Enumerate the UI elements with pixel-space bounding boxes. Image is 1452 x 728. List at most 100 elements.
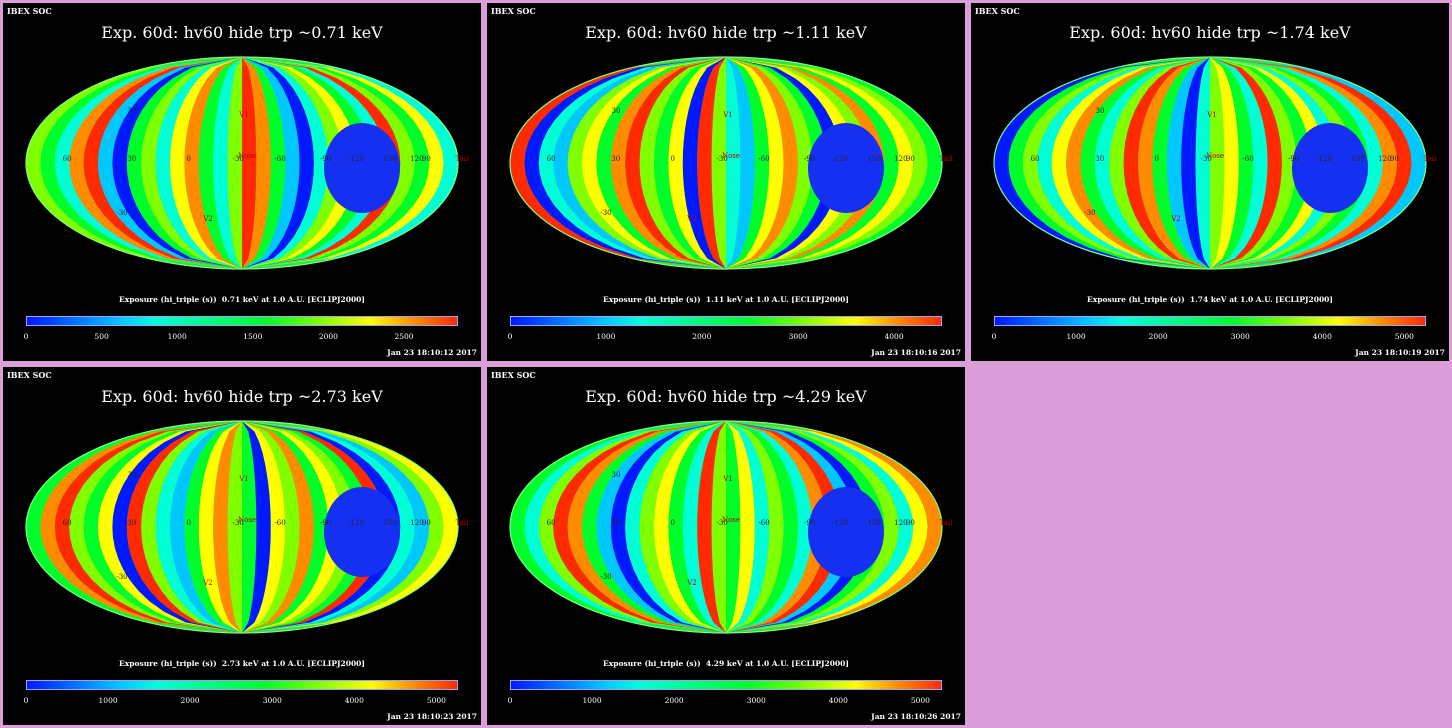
sky-map-panel-3: IBEX SOC Exp. 60d: hv60 hide trp ~1.74 k… [971,3,1449,361]
map-outline [509,56,943,270]
exposure-stripe [1166,57,1210,269]
longitude-label: 0 [187,155,191,163]
exposure-stripe [711,421,726,633]
latitude-label: 30 [128,471,137,479]
panel-title: Exp. 60d: hv60 hide trp ~4.29 keV [585,387,867,406]
exposure-stripe [242,421,314,633]
timestamp: Jan 23 18:10:12 2017 [387,348,477,357]
tail-marker-label: Tail [456,155,470,163]
v2-marker-label: V2 [1170,215,1181,223]
map-outline [25,420,459,634]
colorbar-tick-label: 4000 [884,332,904,341]
colorbar-tick-label: 1000 [167,332,187,341]
longitude-label: -120 [832,155,848,163]
timestamp: Jan 23 18:10:19 2017 [1355,348,1445,357]
longitude-label: -30 [717,519,728,527]
exposure-stripe [242,421,329,633]
map-outline [993,56,1427,270]
sky-map-panel-1: IBEX SOC Exp. 60d: hv60 hide trp ~0.71 k… [3,3,481,361]
exposure-stripe [242,421,257,633]
colorbar-tick-label: 4000 [344,696,364,705]
nose-marker-label: Nose [1206,152,1224,160]
colorbar-tick-label: 2000 [318,332,338,341]
exposure-stripe [198,421,242,633]
panel-title: Exp. 60d: hv60 hide trp ~1.74 keV [1069,23,1351,42]
exposure-stripe [726,421,741,633]
colorbar-tick-label: 5000 [1394,332,1414,341]
exposure-stripe [242,421,286,633]
sky-map-panel-4: IBEX SOC Exp. 60d: hv60 hide trp ~2.73 k… [3,367,481,725]
exposure-stripe [726,57,813,269]
panel-title: Exp. 60d: hv60 hide trp ~2.73 keV [101,387,383,406]
tail-marker-label: Tail [456,519,470,527]
colorbar-caption: Exposure (hi_triple (s)) 2.73 keV at 1.0… [119,659,365,668]
exposure-stripe [1210,57,1254,269]
longitude-label: 150 [384,155,397,163]
colorbar-tick-label: 1500 [243,332,263,341]
colorbar [26,316,458,326]
exposure-stripe [726,57,827,269]
timestamp: Jan 23 18:10:23 2017 [387,712,477,721]
v2-marker-label: V2 [686,579,697,587]
exposure-stripe [242,57,286,269]
longitude-label: 60 [63,519,72,527]
panel-title: Exp. 60d: hv60 hide trp ~1.11 keV [585,23,867,42]
longitude-label: 0 [187,519,191,527]
longitude-label: -60 [1242,155,1253,163]
exposure-stripe [726,421,770,633]
longitude-label: 120 [894,519,907,527]
colorbar [510,680,942,690]
exposure-stripe [726,421,755,633]
longitude-label: 120 [894,155,907,163]
exposure-stripe [726,421,784,633]
timestamp: Jan 23 18:10:16 2017 [871,348,961,357]
exposure-stripe [184,421,242,633]
exposure-stripe [1152,57,1210,269]
colorbar [994,316,1426,326]
longitude-label: -90 [320,155,331,163]
longitude-label: 30 [127,519,136,527]
colorbar-tick-label: 500 [94,332,109,341]
nose-marker-label: Nose [722,152,740,160]
longitude-label: 0 [671,519,675,527]
longitude-label: 120 [410,519,423,527]
longitude-label: 0 [671,155,675,163]
exposure-stripe [227,421,242,633]
exposure-stripe [726,57,784,269]
exposure-stripe [1195,57,1210,269]
exposure-stripe [726,57,741,269]
exposure-stripe [639,57,726,269]
longitude-label: -90 [1288,155,1299,163]
v1-marker-label: V1 [238,475,249,483]
colorbar-tick-label: 1000 [596,332,616,341]
latitude-label: 30 [612,471,621,479]
exposure-stripe [242,57,257,269]
low-exposure-region [808,487,884,577]
exposure-stripe [1210,57,1268,269]
latitude-label: 30 [128,107,137,115]
exposure-stripe [625,57,726,269]
colorbar-caption: Exposure (hi_triple (s)) 0.71 keV at 1.0… [119,295,365,304]
longitude-label: -30 [1201,155,1212,163]
tail-marker-label: Tail [940,155,954,163]
exposure-stripe [141,57,242,269]
timestamp: Jan 23 18:10:26 2017 [871,712,961,721]
longitude-label: -120 [1316,155,1332,163]
longitude-label: -60 [274,519,285,527]
latitude-label: -30 [116,573,127,581]
longitude-label: 120 [1378,155,1391,163]
ibex-soc-label: IBEX SOC [491,6,536,16]
exposure-stripe [697,57,726,269]
longitude-label: -60 [758,519,769,527]
exposure-stripe [170,421,242,633]
panel-title: Exp. 60d: hv60 hide trp ~0.71 keV [101,23,383,42]
exposure-stripe [1210,57,1297,269]
longitude-label: -60 [758,155,769,163]
colorbar-tick-label: 4000 [828,696,848,705]
exposure-stripe [682,57,726,269]
